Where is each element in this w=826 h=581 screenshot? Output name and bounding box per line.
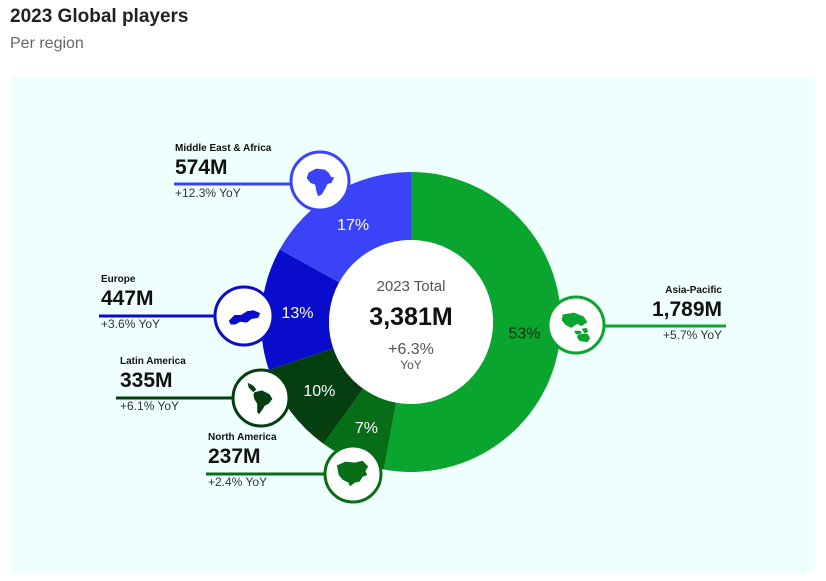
region-name: North America (208, 432, 277, 443)
slice-middle-east-and-africa (279, 172, 411, 283)
region-yoy: +3.6% YoY (101, 317, 161, 331)
label-europe: Europe 447M +3.6% YoY (101, 274, 160, 331)
region-yoy: +2.4% YoY (208, 475, 268, 489)
label-latin-america: Latin America 335M +6.1% YoY (120, 356, 186, 413)
chart-subtitle: Per region (10, 35, 84, 52)
region-value: 574M (175, 156, 228, 179)
region-value: 335M (120, 369, 173, 392)
asia-pacific-map-icon (546, 295, 606, 355)
percent-label-latin-america: 10% (303, 383, 335, 400)
region-name: Middle East & Africa (175, 143, 272, 154)
region-name: Latin America (120, 356, 186, 367)
percent-label-asia-pacific: 53% (508, 325, 540, 342)
donut-hole (329, 240, 493, 404)
region-name: Asia-Pacific (665, 285, 722, 296)
center-label: 2023 Total (377, 278, 446, 295)
donut-slices (261, 172, 561, 472)
center-change-unit: YoY (400, 358, 422, 372)
region-yoy: +12.3% YoY (175, 186, 241, 200)
middle-east-africa-map-icon (289, 150, 351, 212)
label-middle-east-africa: Middle East & Africa 574M +12.3% YoY (175, 143, 271, 200)
percent-label-europe: 13% (281, 305, 313, 322)
percent-label-middle-east-and-africa: 17% (337, 217, 369, 234)
slice-latin-america (268, 348, 364, 444)
slice-europe (261, 249, 340, 371)
percent-labels: 53% 7% 10% 13% 17% (281, 217, 540, 437)
region-name: Europe (101, 274, 136, 285)
region-badges (213, 150, 606, 504)
europe-map-icon (213, 285, 275, 347)
region-yoy: +5.7% YoY (662, 328, 722, 342)
latin-america-map-icon (231, 368, 291, 428)
label-asia-pacific: Asia-Pacific 1,789M +5.7% YoY (600, 285, 722, 342)
center-total-value: 3,381M (369, 303, 452, 331)
north-america-map-icon (323, 444, 383, 504)
percent-label-north-america: 7% (355, 420, 378, 437)
region-value: 447M (101, 287, 154, 310)
region-value: 237M (208, 445, 261, 468)
center-change: +6.3% (388, 341, 434, 358)
chart-title: 2023 Global players (10, 6, 189, 27)
slice-asia-pacific (383, 172, 561, 472)
region-yoy: +6.1% YoY (120, 399, 180, 413)
region-value: 1,789M (651, 298, 722, 321)
label-north-america: North America 237M +2.4% YoY (208, 432, 277, 489)
